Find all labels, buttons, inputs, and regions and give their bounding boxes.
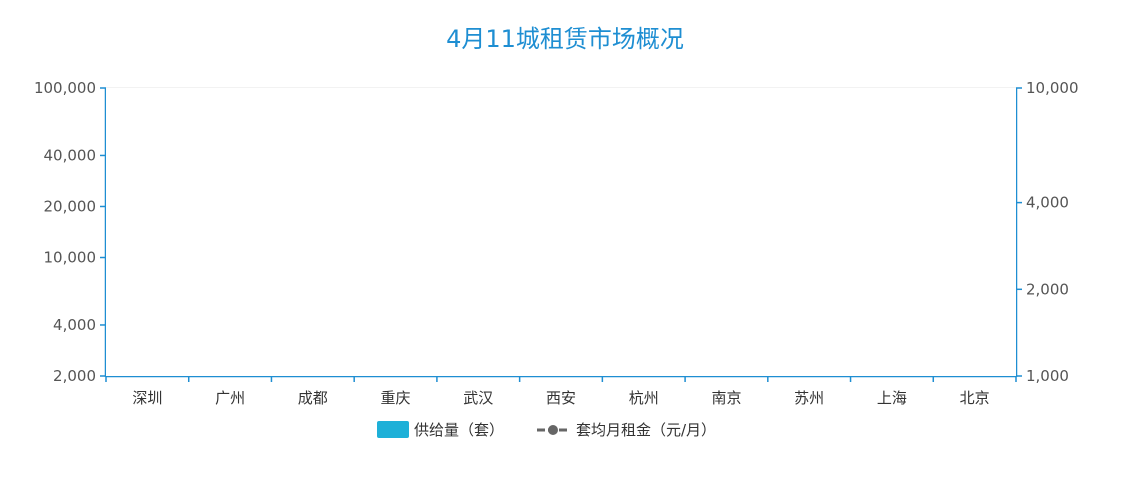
left-tick-label: 40,000 [44,146,97,164]
left-tick-label: 2,000 [53,367,96,385]
right-tick-label: 10,000 [1026,79,1079,97]
category-label: 北京 [960,389,990,407]
legend-bar-label: 供给量（套） [414,421,504,439]
chart-title: 4月11城租赁市场概况 [446,25,684,53]
left-tick-label: 100,000 [34,79,96,97]
category-label: 南京 [711,389,741,407]
left-tick-label: 10,000 [44,249,97,267]
right-tick-label: 1,000 [1026,367,1069,385]
category-label: 广州 [215,389,245,407]
category-labels: 深圳 广州 成都 重庆 武汉 西安 杭州 南京 苏州 上海 北京 [105,376,1017,407]
legend-line-label: 套均月租金（元/月） [576,421,716,439]
right-axis-ticks: 1,000 2,000 4,000 10,000 [1016,79,1079,385]
category-label: 西安 [546,389,576,407]
category-label: 杭州 [629,389,659,407]
legend-bar-swatch [377,421,409,438]
left-tick-label: 20,000 [44,197,97,215]
category-label: 重庆 [381,389,411,407]
category-label: 上海 [877,389,907,407]
left-tick-label: 4,000 [53,316,96,334]
legend[interactable]: 供给量（套） 套均月租金（元/月） [377,421,716,439]
legend-line-marker [548,425,558,435]
left-axis-ticks: 2,000 4,000 10,000 20,000 40,000 100,000 [34,79,106,385]
category-label: 深圳 [132,389,162,407]
right-tick-label: 4,000 [1026,194,1069,212]
category-label: 苏州 [794,389,824,407]
category-label: 武汉 [463,389,493,407]
right-tick-label: 2,000 [1026,280,1069,298]
category-label: 成都 [298,389,328,407]
